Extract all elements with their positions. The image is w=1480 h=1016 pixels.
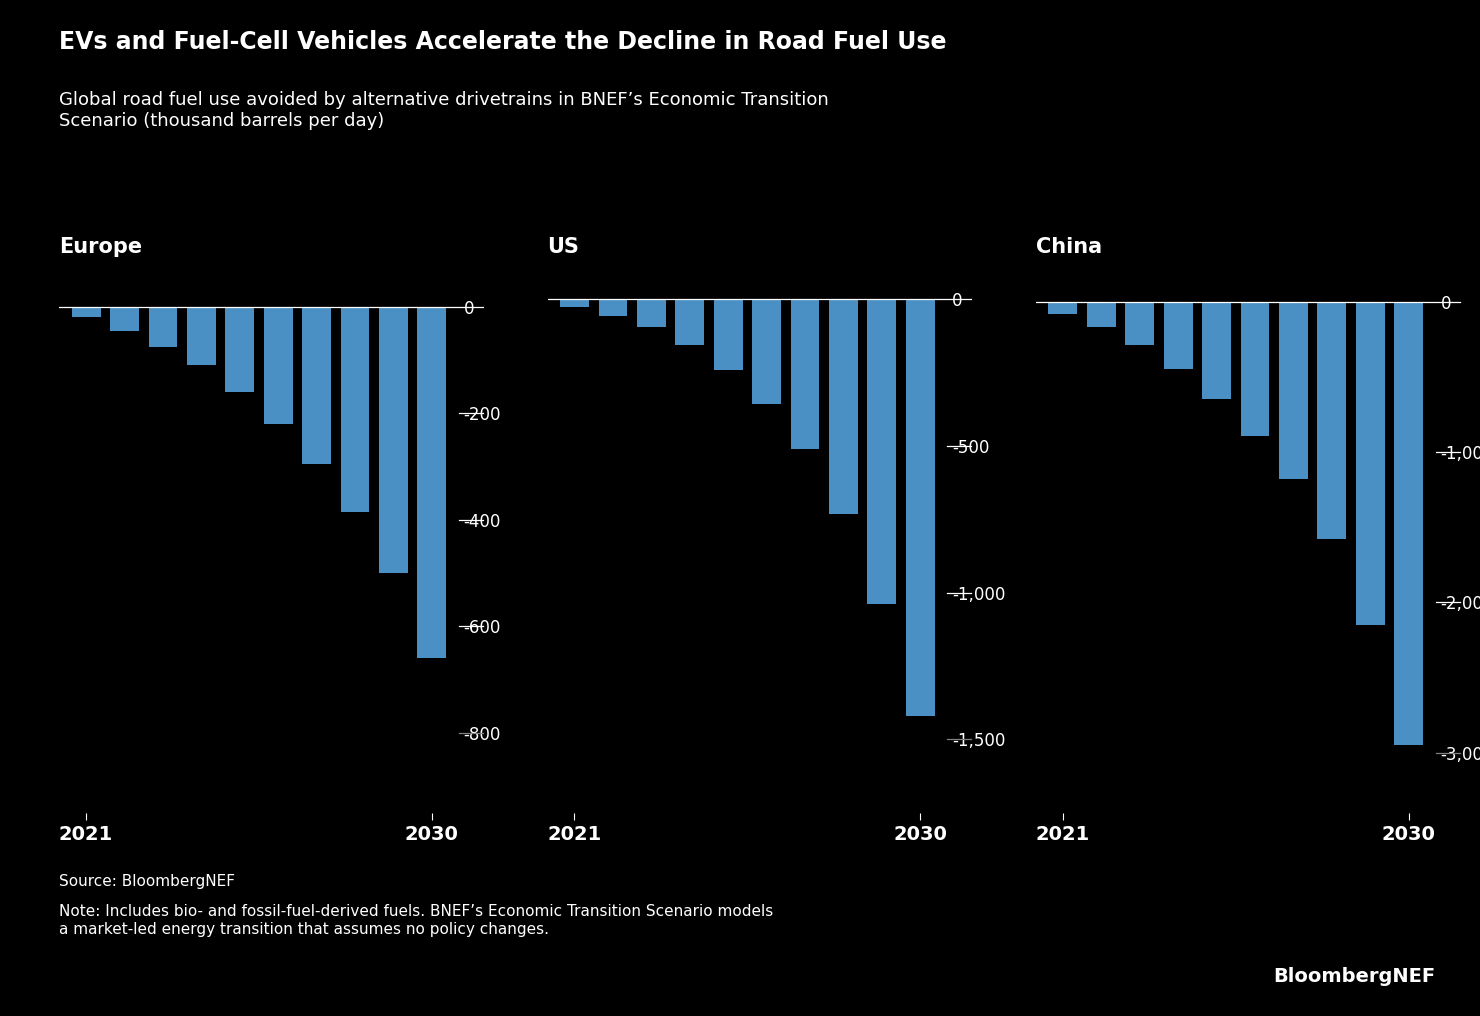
Text: Europe: Europe [59,237,142,257]
Bar [598,300,628,316]
Bar [340,307,370,512]
Bar [1048,302,1077,314]
Bar [302,307,332,464]
Bar [675,300,704,344]
Text: China: China [1036,237,1103,257]
Bar [110,307,139,331]
Bar [559,300,589,307]
Bar [1163,302,1193,370]
Bar [1356,302,1385,625]
Bar [417,307,447,658]
Bar [225,307,255,392]
Bar [148,307,178,346]
Text: US: US [548,237,580,257]
Bar [1125,302,1154,345]
Bar [713,300,743,370]
Bar [1317,302,1347,539]
Bar [790,300,820,449]
Text: BloombergNEF: BloombergNEF [1273,966,1436,986]
Bar [1279,302,1308,480]
Text: Source: BloombergNEF: Source: BloombergNEF [59,874,235,889]
Bar [1240,302,1270,436]
Bar [636,300,666,327]
Bar [263,307,293,424]
Text: Note: Includes bio- and fossil-fuel-derived fuels. BNEF’s Economic Transition Sc: Note: Includes bio- and fossil-fuel-deri… [59,904,774,937]
Bar [867,300,897,605]
Text: EVs and Fuel-Cell Vehicles Accelerate the Decline in Road Fuel Use: EVs and Fuel-Cell Vehicles Accelerate th… [59,30,947,55]
Bar [379,307,408,573]
Bar [186,307,216,366]
Bar [1394,302,1424,745]
Bar [829,300,858,513]
Bar [752,300,781,403]
Bar [906,300,935,716]
Bar [1202,302,1231,399]
Bar [71,307,101,317]
Bar [1086,302,1116,327]
Text: Global road fuel use avoided by alternative drivetrains in BNEF’s Economic Trans: Global road fuel use avoided by alternat… [59,91,829,130]
